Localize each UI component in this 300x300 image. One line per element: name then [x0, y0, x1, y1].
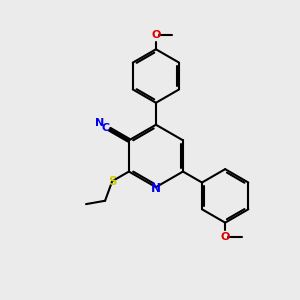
Text: N: N	[151, 182, 161, 195]
Text: O: O	[151, 30, 160, 40]
Text: S: S	[108, 175, 116, 188]
Text: O: O	[220, 232, 230, 242]
Text: C: C	[102, 123, 110, 133]
Text: N: N	[95, 118, 104, 128]
